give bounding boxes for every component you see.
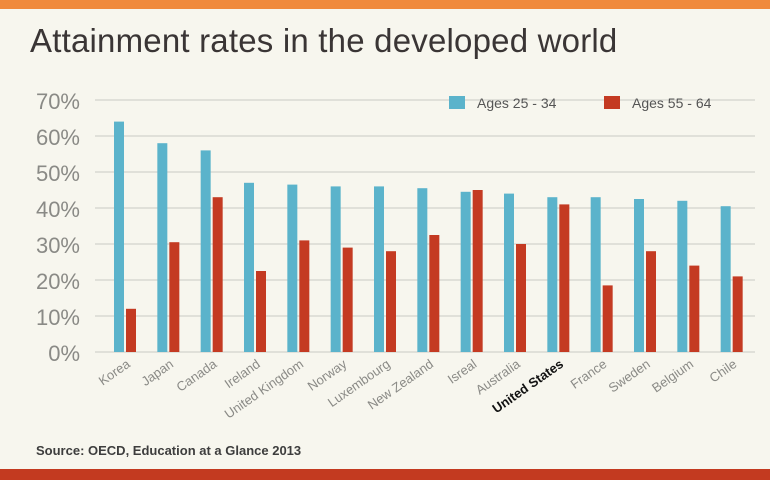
bar-ages-55-64-belgium xyxy=(689,265,700,352)
bar-ages-55-64-sweden xyxy=(646,251,656,352)
bar-ages-25-34-belgium xyxy=(677,200,688,352)
bar-ages-55-64-canada xyxy=(212,197,223,352)
bar-ages-25-34-new-zealand xyxy=(417,188,428,352)
bottom-accent-bar xyxy=(0,469,770,480)
x-tick-label: Canada xyxy=(173,356,220,395)
chart-title: Attainment rates in the developed world xyxy=(30,22,618,59)
y-tick-label: 70% xyxy=(36,89,80,114)
y-tick-label: 30% xyxy=(36,233,80,258)
bar-ages-55-64-france xyxy=(602,285,613,352)
bar-ages-55-64-norway xyxy=(342,247,353,352)
y-tick-label: 10% xyxy=(36,305,80,330)
y-tick-label: 50% xyxy=(36,161,80,186)
bar-ages-25-34-united-kingdom xyxy=(287,184,298,352)
x-tick-label: Chile xyxy=(707,356,740,385)
bar-ages-25-34-united-states xyxy=(547,197,558,352)
source-note: Source: OECD, Education at a Glance 2013 xyxy=(36,443,302,458)
y-tick-label: 20% xyxy=(36,269,80,294)
y-tick-label: 60% xyxy=(36,125,80,150)
bar-ages-25-34-japan xyxy=(157,143,168,352)
x-tick-label: France xyxy=(568,356,610,391)
bar-ages-25-34-sweden xyxy=(634,199,644,352)
bar-ages-55-64-korea xyxy=(126,308,136,352)
x-tick-label: Isreal xyxy=(445,356,480,387)
bar-ages-25-34-chile xyxy=(720,206,731,352)
bar-ages-55-64-ireland xyxy=(256,271,266,352)
bar-ages-55-64-isreal xyxy=(472,190,483,352)
bar-ages-25-34-canada xyxy=(200,150,211,352)
top-accent-bar xyxy=(0,0,770,9)
bar-ages-25-34-norway xyxy=(330,186,341,352)
x-tick-label: Sweden xyxy=(606,356,653,395)
bar-ages-55-64-new-zealand xyxy=(429,235,440,352)
bar-ages-25-34-australia xyxy=(504,193,514,352)
x-tick-label: Korea xyxy=(96,356,134,389)
bar-ages-25-34-luxembourg xyxy=(374,186,384,352)
bar-ages-25-34-korea xyxy=(114,121,124,352)
y-tick-label: 40% xyxy=(36,197,80,222)
bar-ages-55-64-luxembourg xyxy=(386,251,396,352)
bars xyxy=(114,121,743,352)
bar-ages-55-64-japan xyxy=(169,242,180,352)
bar-ages-55-64-chile xyxy=(732,276,743,352)
legend-label: Ages 55 - 64 xyxy=(632,95,712,111)
y-tick-label: 0% xyxy=(48,341,80,366)
legend-label: Ages 25 - 34 xyxy=(477,95,557,111)
x-tick-label: United Kingdom xyxy=(222,356,306,421)
legend-swatch xyxy=(449,96,465,109)
bar-ages-55-64-united-kingdom xyxy=(299,240,310,352)
legend-swatch xyxy=(604,96,620,109)
bar-ages-55-64-united-states xyxy=(559,204,570,352)
legend: Ages 25 - 34 Ages 55 - 64 xyxy=(449,95,712,111)
x-tick-label: Japan xyxy=(138,356,176,389)
bar-ages-55-64-australia xyxy=(516,244,526,352)
bar-ages-25-34-france xyxy=(590,197,601,352)
bar-ages-25-34-ireland xyxy=(244,182,254,352)
y-axis: 0% 10% 20% 30% 40% 50% 60% 70% xyxy=(36,89,80,366)
x-tick-label: Belgium xyxy=(649,356,696,395)
bar-ages-25-34-isreal xyxy=(460,191,471,352)
